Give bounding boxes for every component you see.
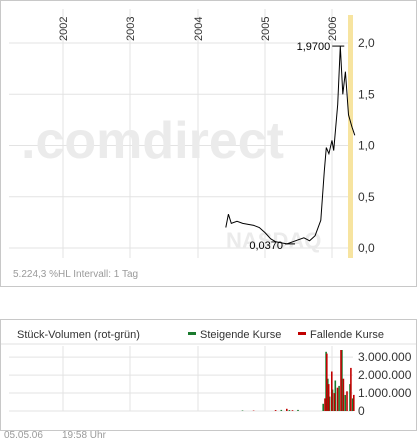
volume-bar-rising bbox=[280, 409, 283, 411]
y-axis-ticks: 0,0 0,5 1,0 1,5 2,0 bbox=[358, 36, 375, 255]
volume-bar-rising bbox=[241, 410, 244, 411]
volume-bar-rising bbox=[288, 410, 291, 411]
volume-bar-rising bbox=[338, 385, 340, 411]
high-label: 1,9700 bbox=[297, 41, 331, 53]
y-tick-label: 0,5 bbox=[358, 190, 375, 204]
price-grid bbox=[9, 9, 353, 258]
volume-bar-rising bbox=[351, 398, 354, 411]
legend-rising-swatch bbox=[188, 332, 196, 335]
volume-bar-falling bbox=[291, 410, 294, 411]
volume-chart: Stück-Volumen (rot-grün) Steigende Kurse… bbox=[1, 329, 416, 418]
volume-chart-panel: Stück-Volumen (rot-grün) Steigende Kurse… bbox=[0, 319, 417, 431]
volume-y-tick-label: 1.000.000 bbox=[358, 386, 412, 400]
x-tick-label: 2004 bbox=[193, 17, 205, 41]
volume-y-tick-label: 2.000.000 bbox=[358, 368, 412, 382]
x-tick-label: 2006 bbox=[327, 17, 339, 41]
volume-bar-falling bbox=[346, 391, 348, 411]
volume-bar-rising bbox=[322, 403, 324, 411]
bottom-footer-time: 19:58 Uhr bbox=[62, 430, 106, 441]
watermark: .comdirect NASDAQ bbox=[21, 112, 321, 253]
x-axis-ticks: 2002 2003 2004 2005 2006 bbox=[58, 17, 339, 41]
volume-bar-falling bbox=[326, 353, 328, 411]
x-tick-label: 2005 bbox=[260, 17, 272, 41]
y-tick-label: 1,0 bbox=[358, 139, 375, 153]
volume-bar-rising bbox=[328, 396, 331, 411]
volume-y-tick-label: 3.000.000 bbox=[358, 350, 412, 364]
volume-bar-falling bbox=[350, 367, 352, 411]
price-chart: .comdirect NASDAQ 2002 2003 2004 2005 2006 0… bbox=[9, 9, 375, 258]
legend-falling-swatch bbox=[298, 332, 306, 335]
current-price-marker bbox=[348, 15, 353, 258]
volume-bar-rising bbox=[297, 409, 299, 411]
volume-bar-falling bbox=[274, 410, 277, 411]
legend-rising-label: Steigende Kurse bbox=[200, 329, 281, 341]
volume-bar-falling bbox=[286, 408, 288, 411]
volume-bar-falling bbox=[342, 378, 345, 411]
volume-bar-rising bbox=[341, 350, 343, 411]
price-footer: 5.224,3 %HL Intervall: 1 Tag bbox=[13, 269, 139, 280]
volume-y-tick-label: 0 bbox=[358, 404, 365, 418]
volume-bar-falling bbox=[327, 384, 330, 411]
volume-bar-rising bbox=[344, 394, 346, 411]
bottom-footer-date: 05.05.06 bbox=[4, 430, 43, 441]
volume-bar-falling bbox=[353, 394, 355, 411]
low-label: 0,0370 bbox=[249, 240, 283, 252]
volume-bar-falling bbox=[324, 398, 326, 411]
volume-y-ticks: 0 1.000.000 2.000.000 3.000.000 bbox=[358, 350, 412, 418]
volume-grid bbox=[9, 346, 353, 412]
x-tick-label: 2002 bbox=[58, 17, 70, 41]
volume-title: Stück-Volumen (rot-grün) bbox=[17, 329, 140, 341]
y-tick-label: 2,0 bbox=[358, 36, 375, 50]
y-tick-label: 0,0 bbox=[358, 241, 375, 255]
legend-falling-label: Fallende Kurse bbox=[310, 329, 384, 341]
volume-bar-falling bbox=[340, 350, 342, 411]
price-annotations: 1,9700 0,0370 bbox=[249, 41, 345, 252]
x-tick-label: 2003 bbox=[125, 17, 137, 41]
volume-bar-rising bbox=[327, 378, 329, 411]
volume-legend: Steigende Kurse Fallende Kurse bbox=[188, 329, 384, 341]
y-tick-label: 1,5 bbox=[358, 87, 375, 101]
volume-bar-falling bbox=[331, 371, 333, 411]
volume-bars bbox=[241, 350, 355, 411]
volume-bar-falling bbox=[336, 387, 339, 411]
volume-bar-rising bbox=[334, 380, 337, 411]
volume-bar-falling bbox=[333, 393, 336, 411]
volume-bar-rising bbox=[349, 384, 351, 411]
price-chart-panel: .comdirect NASDAQ 2002 2003 2004 2005 2006 0… bbox=[0, 0, 417, 287]
watermark-brand: .comdirect bbox=[21, 112, 284, 170]
